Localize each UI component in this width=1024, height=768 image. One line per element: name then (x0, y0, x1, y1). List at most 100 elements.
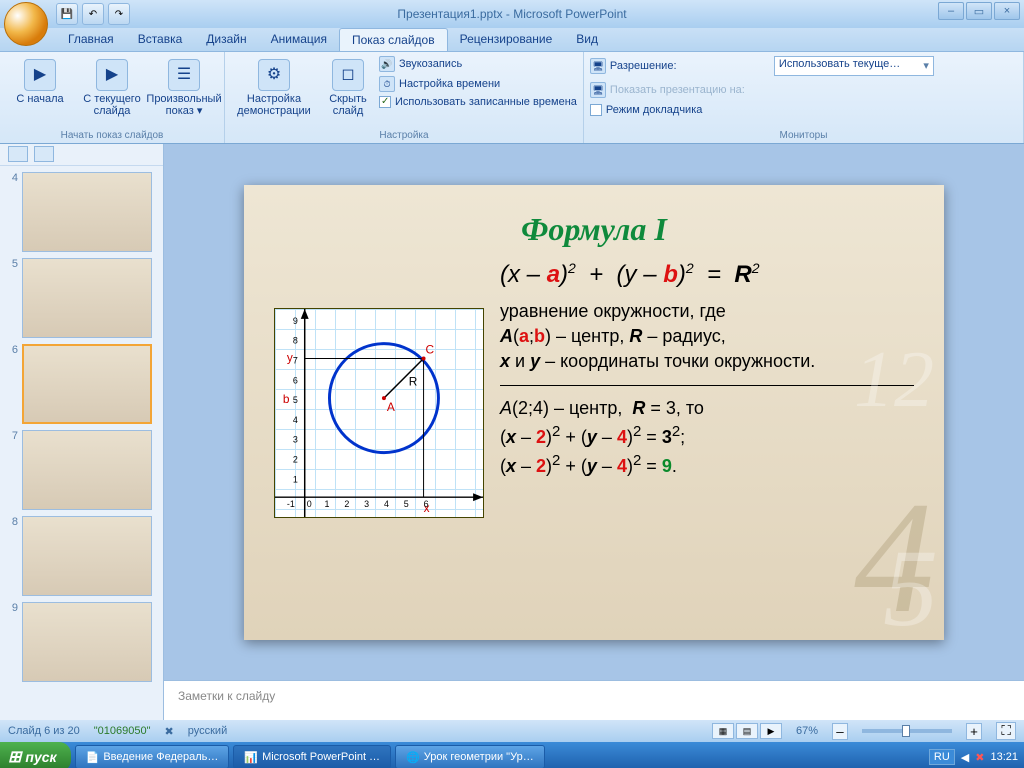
ribbon-tabs: Главная Вставка Дизайн Анимация Показ сл… (0, 28, 1024, 52)
tab-home[interactable]: Главная (56, 28, 126, 51)
show-on-row: 🖥 Показать презентацию на: (590, 80, 745, 100)
svg-text:4: 4 (384, 499, 389, 509)
resolution-row: 🖥 Разрешение: Использовать текуще… (590, 54, 934, 78)
hide-slide-button[interactable]: ◻Скрыть слайд (321, 54, 375, 122)
task-item[interactable]: 🌐Урок геометрии "Ур… (395, 745, 545, 768)
example-line1: A(2;4) – центр, R = 3, то (500, 396, 914, 421)
task-label: Урок геометрии "Ур… (424, 751, 534, 763)
fit-button[interactable]: ⛶ (996, 722, 1016, 740)
tray-lang[interactable]: RU (929, 749, 955, 765)
tab-slideshow[interactable]: Показ слайдов (339, 28, 448, 51)
tab-review[interactable]: Рецензирование (448, 28, 565, 51)
status-bar: Слайд 6 из 20 "01069050" ✖ русский ▦ ▤ ▶… (0, 720, 1024, 742)
svg-text:3: 3 (364, 499, 369, 509)
minimize-button[interactable]: – (938, 2, 964, 20)
window-title: Презентация1.pptx - Microsoft PowerPoint (397, 7, 626, 21)
status-lang[interactable]: русский (188, 725, 227, 737)
tray-icon[interactable]: ◀ (961, 751, 969, 764)
circle-graph: A C R b x y -1 0 1 2 3 4 5 (274, 308, 484, 518)
slide-thumb[interactable]: 8 (4, 516, 159, 596)
task-item[interactable]: 📄Введение Федераль… (75, 745, 230, 768)
from-current-button[interactable]: ▶С текущего слайда (78, 54, 146, 122)
thumbs-header (0, 144, 163, 166)
qat-redo-button[interactable]: ↷ (108, 3, 130, 25)
tab-design[interactable]: Дизайн (194, 28, 258, 51)
close-button[interactable]: × (994, 2, 1020, 20)
slide-thumb[interactable]: 6 (4, 344, 159, 424)
task-label: Microsoft PowerPoint … (262, 751, 380, 763)
use-timings-check[interactable]: Использовать записанные времена (379, 94, 577, 110)
from-beginning-label: С начала (16, 93, 63, 105)
setup-show-label: Настройка демонстрации (234, 93, 314, 117)
thumbnails-list[interactable]: 4 5 6 7 8 9 (0, 166, 163, 720)
desc-line3: x и y – координаты точки окружности. (500, 349, 914, 374)
work-area: 4 5 6 7 8 9 12 4 5 Формула I (0, 144, 1024, 720)
quick-access-toolbar: 💾 ↶ ↷ (56, 3, 130, 25)
setup-show-button[interactable]: ⚙Настройка демонстрации (231, 54, 317, 122)
rehearse-timings-button[interactable]: ⏱Настройка времени (379, 74, 577, 94)
slide-area: 12 4 5 Формула I (164, 144, 1024, 720)
thumb-number: 6 (4, 344, 18, 424)
slide-thumb[interactable]: 9 (4, 602, 159, 682)
svg-text:5: 5 (293, 395, 298, 405)
group-monitors: 🖥 Разрешение: Использовать текуще… 🖥 Пок… (584, 52, 1024, 143)
qat-save-button[interactable]: 💾 (56, 3, 78, 25)
qat-undo-button[interactable]: ↶ (82, 3, 104, 25)
task-label: Введение Федераль… (103, 751, 218, 763)
svg-text:6: 6 (424, 499, 429, 509)
tab-view[interactable]: Вид (564, 28, 610, 51)
thumb-number: 4 (4, 172, 18, 252)
svg-text:6: 6 (293, 375, 298, 385)
group-monitors-label: Мониторы (590, 128, 1017, 143)
tray-clock[interactable]: 13:21 (990, 751, 1018, 763)
slides-tab[interactable] (8, 146, 28, 162)
start-button[interactable]: ⊞пуск (0, 742, 71, 768)
resolution-label: Разрешение: (610, 60, 770, 72)
slide[interactable]: 12 4 5 Формула I (244, 185, 944, 640)
formula-main: (x – a)2 + (y – b)2 = R2 (500, 258, 914, 292)
presenter-view-check[interactable]: Режим докладчика (590, 102, 702, 118)
group-start-slideshow: ▶С начала ▶С текущего слайда ☰Произвольн… (0, 52, 225, 143)
thumbnails-pane: 4 5 6 7 8 9 (0, 144, 164, 720)
svg-text:7: 7 (293, 355, 298, 365)
custom-show-button[interactable]: ☰Произвольный показ ▾ (150, 54, 218, 122)
group-setup: ⚙Настройка демонстрации ◻Скрыть слайд 🔊З… (225, 52, 584, 143)
thumb-number: 5 (4, 258, 18, 338)
notes-pane[interactable]: Заметки к слайду (164, 680, 1024, 720)
svg-text:-1: -1 (287, 499, 295, 509)
slideshow-view-button[interactable]: ▶ (760, 723, 782, 739)
slide-canvas[interactable]: 12 4 5 Формула I (164, 144, 1024, 680)
tab-animation[interactable]: Анимация (259, 28, 339, 51)
sorter-view-button[interactable]: ▤ (736, 723, 758, 739)
record-audio-button[interactable]: 🔊Звукозапись (379, 54, 577, 74)
slide-thumb[interactable]: 5 (4, 258, 159, 338)
zoom-in-button[interactable]: + (966, 723, 982, 740)
thumb-number: 9 (4, 602, 18, 682)
status-slide: Слайд 6 из 20 (8, 725, 80, 737)
tray-icon[interactable]: ✖ (975, 751, 984, 764)
custom-show-label: Произвольный показ ▾ (146, 93, 221, 117)
from-current-label: С текущего слайда (81, 93, 143, 117)
task-item[interactable]: 📊Microsoft PowerPoint … (233, 745, 391, 768)
taskbar: ⊞пуск 📄Введение Федераль… 📊Microsoft Pow… (0, 742, 1024, 768)
slide-thumb[interactable]: 7 (4, 430, 159, 510)
status-spellcheck-icon[interactable]: ✖ (165, 725, 174, 738)
office-button[interactable] (4, 2, 48, 46)
resolution-combo[interactable]: Использовать текуще… (774, 56, 934, 76)
example-line3: (x – 2)2 + (y – 4)2 = 9. (500, 450, 914, 479)
slide-title: Формула I (274, 211, 914, 248)
svg-text:5: 5 (404, 499, 409, 509)
svg-text:b: b (283, 392, 290, 406)
outline-tab[interactable] (34, 146, 54, 162)
tab-insert[interactable]: Вставка (126, 28, 195, 51)
maximize-button[interactable]: ▭ (966, 2, 992, 20)
normal-view-button[interactable]: ▦ (712, 723, 734, 739)
svg-text:9: 9 (293, 315, 298, 325)
zoom-out-button[interactable]: – (832, 723, 848, 740)
from-beginning-button[interactable]: ▶С начала (6, 54, 74, 110)
hide-slide-label: Скрыть слайд (324, 93, 372, 117)
svg-text:2: 2 (293, 454, 298, 464)
zoom-slider[interactable] (862, 729, 952, 733)
slide-thumb[interactable]: 4 (4, 172, 159, 252)
system-tray: RU ◀ ✖ 13:21 (929, 749, 1018, 765)
